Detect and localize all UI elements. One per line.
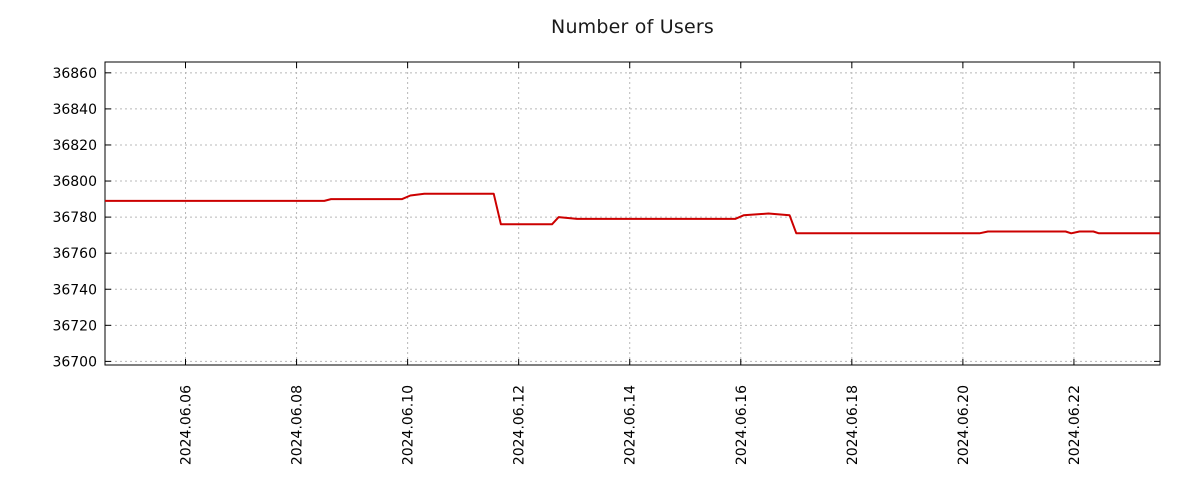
data-series-line (105, 192, 1160, 235)
x-tick-label: 2024.06.22 (1067, 385, 1083, 465)
y-tick-label: 36720 (52, 318, 97, 334)
x-tick-label: 2024.06.06 (179, 385, 195, 465)
y-tick-label: 36800 (52, 174, 97, 190)
x-tick-label: 2024.06.18 (845, 385, 861, 465)
y-tick-label: 36760 (52, 246, 97, 262)
x-tick-label: 2024.06.12 (512, 385, 528, 465)
y-tick-label: 36820 (52, 138, 97, 154)
chart-title: Number of Users (551, 16, 714, 38)
x-tick-label: 2024.06.10 (401, 385, 417, 465)
y-tick-label: 36840 (52, 102, 97, 118)
y-tick-label: 36700 (52, 354, 97, 370)
x-tick-label: 2024.06.16 (734, 385, 750, 465)
x-tick-label: 2024.06.08 (290, 385, 306, 465)
plot-border (104, 61, 1161, 366)
y-tick-label: 36780 (52, 210, 97, 226)
x-tick-label: 2024.06.20 (956, 385, 972, 465)
y-tick-label: 36740 (52, 282, 97, 298)
y-tick-label: 36860 (52, 66, 97, 82)
x-tick-label: 2024.06.14 (623, 385, 639, 465)
